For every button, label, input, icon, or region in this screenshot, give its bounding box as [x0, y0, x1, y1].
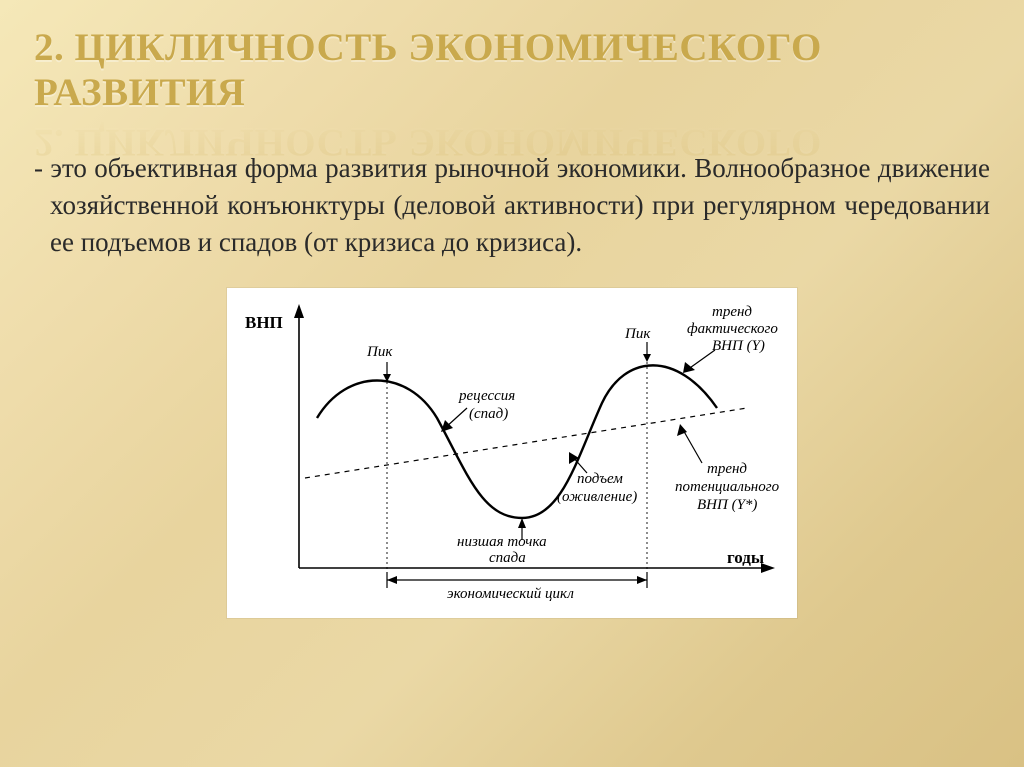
title-block: 2. ЦИКЛИЧНОСТЬ ЭКОНОМИЧЕСКОГО РАЗВИТИЯ 2…	[34, 26, 990, 116]
trend-line	[305, 408, 747, 478]
recession-label-2: (спад)	[469, 406, 508, 422]
cycle-span-label: экономический цикл	[447, 586, 574, 602]
trend-actual-3: ВНП (Y)	[712, 338, 765, 354]
chart-wrapper: ВНП годы Пик Пик рецессия (спад)	[34, 288, 990, 618]
trend-actual-arrowhead	[683, 362, 695, 373]
peak2-label: Пик	[624, 326, 651, 342]
trend-potential-1: тренд	[707, 461, 747, 477]
trend-potential-3: ВНП (Y*)	[697, 497, 757, 513]
chart-box: ВНП годы Пик Пик рецессия (спад)	[227, 288, 797, 618]
y-axis-arrow	[294, 304, 304, 318]
peak2-arrowhead	[643, 354, 651, 362]
recovery-label-2: (оживление)	[557, 489, 637, 505]
cycle-chart: ВНП годы Пик Пик рецессия (спад)	[227, 288, 797, 618]
x-axis-label: годы	[727, 548, 764, 567]
trough-label-1: низшая точка	[457, 534, 547, 550]
slide-title: 2. ЦИКЛИЧНОСТЬ ЭКОНОМИЧЕСКОГО РАЗВИТИЯ 2…	[34, 26, 990, 116]
trough-label-2: спада	[489, 550, 526, 566]
recession-label-1: рецессия	[458, 388, 515, 404]
cycle-span-left-arrow	[387, 576, 397, 584]
trough-arrowhead	[518, 518, 526, 528]
peak1-label: Пик	[366, 344, 393, 360]
body-paragraph: - это объективная форма развития рыночно…	[34, 150, 990, 262]
trend-actual-2: фактического	[687, 321, 778, 337]
trend-potential-arrow	[682, 428, 702, 463]
slide: 2. ЦИКЛИЧНОСТЬ ЭКОНОМИЧЕСКОГО РАЗВИТИЯ 2…	[0, 0, 1024, 767]
cycle-span-right-arrow	[637, 576, 647, 584]
y-axis-label: ВНП	[245, 313, 283, 332]
trend-actual-1: тренд	[712, 304, 752, 320]
gnp-curve	[317, 366, 717, 519]
title-text: 2. ЦИКЛИЧНОСТЬ ЭКОНОМИЧЕСКОГО РАЗВИТИЯ	[34, 26, 822, 114]
trend-potential-2: потенциального	[675, 479, 780, 495]
recovery-label-1: подъем	[577, 471, 623, 487]
